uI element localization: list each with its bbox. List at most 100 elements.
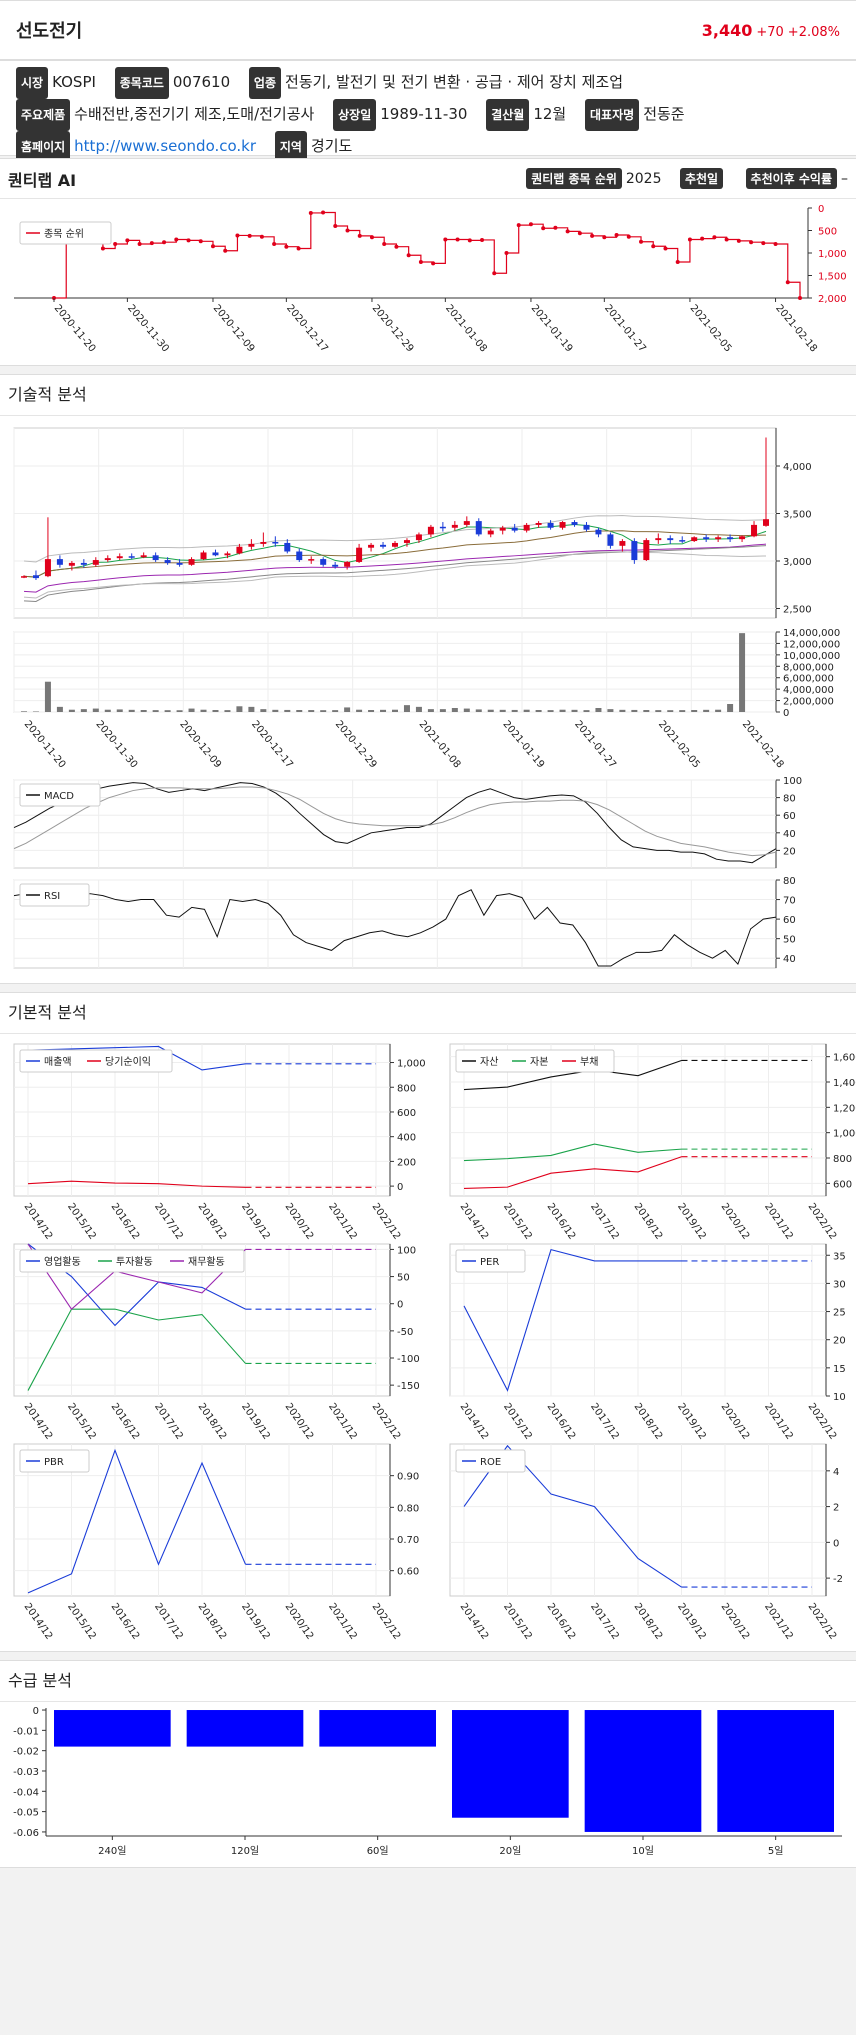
volume-bar xyxy=(56,706,63,712)
rank-legend-box xyxy=(19,221,112,245)
macd-y-tick-label: 60 xyxy=(783,811,796,822)
pbr-x-tick-label: 2018/12 xyxy=(196,1601,229,1641)
volume-y-tick-label: 2,000,000 xyxy=(783,697,834,708)
cashflow-x-tick-label: 2022/12 xyxy=(370,1401,403,1441)
price-candle-body xyxy=(392,542,398,547)
per-x-tick-label: 2014/12 xyxy=(458,1401,491,1441)
rsi-legend-box xyxy=(19,883,90,907)
rank-point xyxy=(235,233,240,238)
quantilab-meta: 퀀티랩 종목 순위 2025 추천일 추천이후 수익률 – xyxy=(526,168,848,189)
sales-x-tick-label: 2014/12 xyxy=(22,1201,55,1241)
volume-bar xyxy=(308,710,315,712)
pbr-x-tick-label: 2016/12 xyxy=(109,1601,142,1641)
rank-y-tick-label: 1,000 xyxy=(818,249,847,260)
per-y-tick-label: 35 xyxy=(833,1251,846,1262)
rank-point xyxy=(137,242,142,246)
supply-y-tick-label: -0.01 xyxy=(13,1726,39,1737)
sales-y-tick-label: 1,000 xyxy=(397,1059,426,1070)
rank-point xyxy=(614,233,619,237)
supply-y-tick-label: -0.06 xyxy=(13,1828,39,1839)
price-candle-body xyxy=(439,526,446,529)
volume-bar xyxy=(260,709,267,712)
price-candle-body xyxy=(104,558,111,561)
price-candle-body xyxy=(200,552,207,560)
volume-bar xyxy=(691,710,698,712)
volume-bar xyxy=(475,709,482,712)
cashflow-series-actual xyxy=(27,1243,246,1310)
cashflow-legend-label: 투자활동 xyxy=(116,1255,153,1268)
cashflow-x-tick-label: 2019/12 xyxy=(239,1401,272,1441)
volume-bar xyxy=(487,709,494,712)
price-candle-body xyxy=(523,524,530,531)
rank-point xyxy=(553,225,558,230)
rec-date-label: 추천일 xyxy=(679,168,724,189)
macd-series-line xyxy=(13,786,777,857)
rank-x-tick-label: 2020-11-20 xyxy=(52,303,98,355)
roe-x-tick-label: 2017/12 xyxy=(588,1601,621,1641)
cashflow-y-tick-label: 0 xyxy=(397,1300,403,1311)
volume-x-tick-label: 2020-12-29 xyxy=(333,719,379,771)
volume-y-tick-label: 4,000,000 xyxy=(783,685,834,696)
supply-bar xyxy=(186,1710,304,1747)
pbr-y-tick-label: 0.90 xyxy=(397,1472,419,1483)
cashflow-x-tick-label: 2014/12 xyxy=(22,1401,55,1441)
assets-x-tick-label: 2016/12 xyxy=(545,1201,578,1241)
rank-x-tick-label: 2021-01-08 xyxy=(443,303,489,355)
volume-bar xyxy=(535,710,542,712)
price-candle-body xyxy=(727,537,734,540)
pbr-x-tick-label: 2017/12 xyxy=(152,1601,185,1641)
roe-x-tick-label: 2022/12 xyxy=(806,1601,839,1641)
price-candle-body xyxy=(643,540,650,561)
volume-frame xyxy=(13,631,777,713)
volume-bar xyxy=(715,709,722,712)
volume-bar xyxy=(344,707,351,712)
cashflow-y-tick-label: -50 xyxy=(397,1327,413,1338)
assets-y-tick-label: 1,200 xyxy=(833,1103,856,1114)
rank-point xyxy=(467,238,472,243)
macd-series-line xyxy=(13,782,777,864)
volume-bar xyxy=(332,710,339,712)
rec-return-label: 추천이후 수익률 xyxy=(745,168,837,189)
rsi-y-tick-label: 50 xyxy=(783,935,796,946)
per-y-tick-label: 30 xyxy=(833,1279,846,1290)
rank-point xyxy=(321,210,326,215)
macd-y-tick-label: 20 xyxy=(783,846,796,857)
roe-y-tick-label: 2 xyxy=(833,1503,839,1514)
rank-point xyxy=(296,246,301,251)
price-ma60-line xyxy=(23,543,767,593)
cashflow-y-tick-label: -100 xyxy=(397,1354,420,1365)
rsi-frame xyxy=(13,879,777,969)
supply-y-tick-label: -0.03 xyxy=(13,1767,39,1778)
per-x-tick-label: 2018/12 xyxy=(632,1401,665,1441)
region-value: 경기도 xyxy=(310,137,353,155)
supply-x-tick-label: 5일 xyxy=(768,1845,784,1857)
assets-x-tick-label: 2019/12 xyxy=(675,1201,708,1241)
price-candle-body xyxy=(212,552,219,556)
volume-bar xyxy=(643,710,650,712)
homepage-link[interactable]: http://www.seondo.co.kr xyxy=(74,137,257,155)
rank-point xyxy=(712,235,717,240)
info-line-2: 주요제품 수배전반,중전기기 제조,도매/전기공사 상장일 1989-11-30 결… xyxy=(0,99,856,131)
volume-bar xyxy=(212,710,219,712)
roe-legend-label: ROE xyxy=(480,1457,501,1468)
rsi-series-line xyxy=(13,889,777,967)
price-candle-body xyxy=(68,562,75,566)
sales-legend-label: 당기순이익 xyxy=(105,1056,151,1068)
volume-bar xyxy=(571,709,578,712)
assets-x-tick-label: 2022/12 xyxy=(806,1201,839,1241)
volume-x-tick-label: 2021-02-18 xyxy=(740,719,786,771)
assets-legend-label: 부채 xyxy=(580,1056,598,1068)
fundamental-title: 기본적 분석 xyxy=(0,993,856,1034)
rank-point xyxy=(443,237,448,242)
price-change: +70 xyxy=(756,24,784,40)
price-candle-body xyxy=(667,538,674,541)
current-price: 3,440 xyxy=(701,20,753,40)
assets-y-tick-label: 1,600 xyxy=(833,1053,856,1064)
price-candle-body xyxy=(451,524,458,528)
volume-bar xyxy=(116,709,123,712)
pbr-y-tick-label: 0.80 xyxy=(397,1503,419,1514)
assets-x-tick-label: 2014/12 xyxy=(458,1201,491,1241)
pbr-y-tick-label: 0.70 xyxy=(397,1535,419,1546)
price-candle-body xyxy=(320,559,327,565)
price-candle-body xyxy=(356,547,363,562)
